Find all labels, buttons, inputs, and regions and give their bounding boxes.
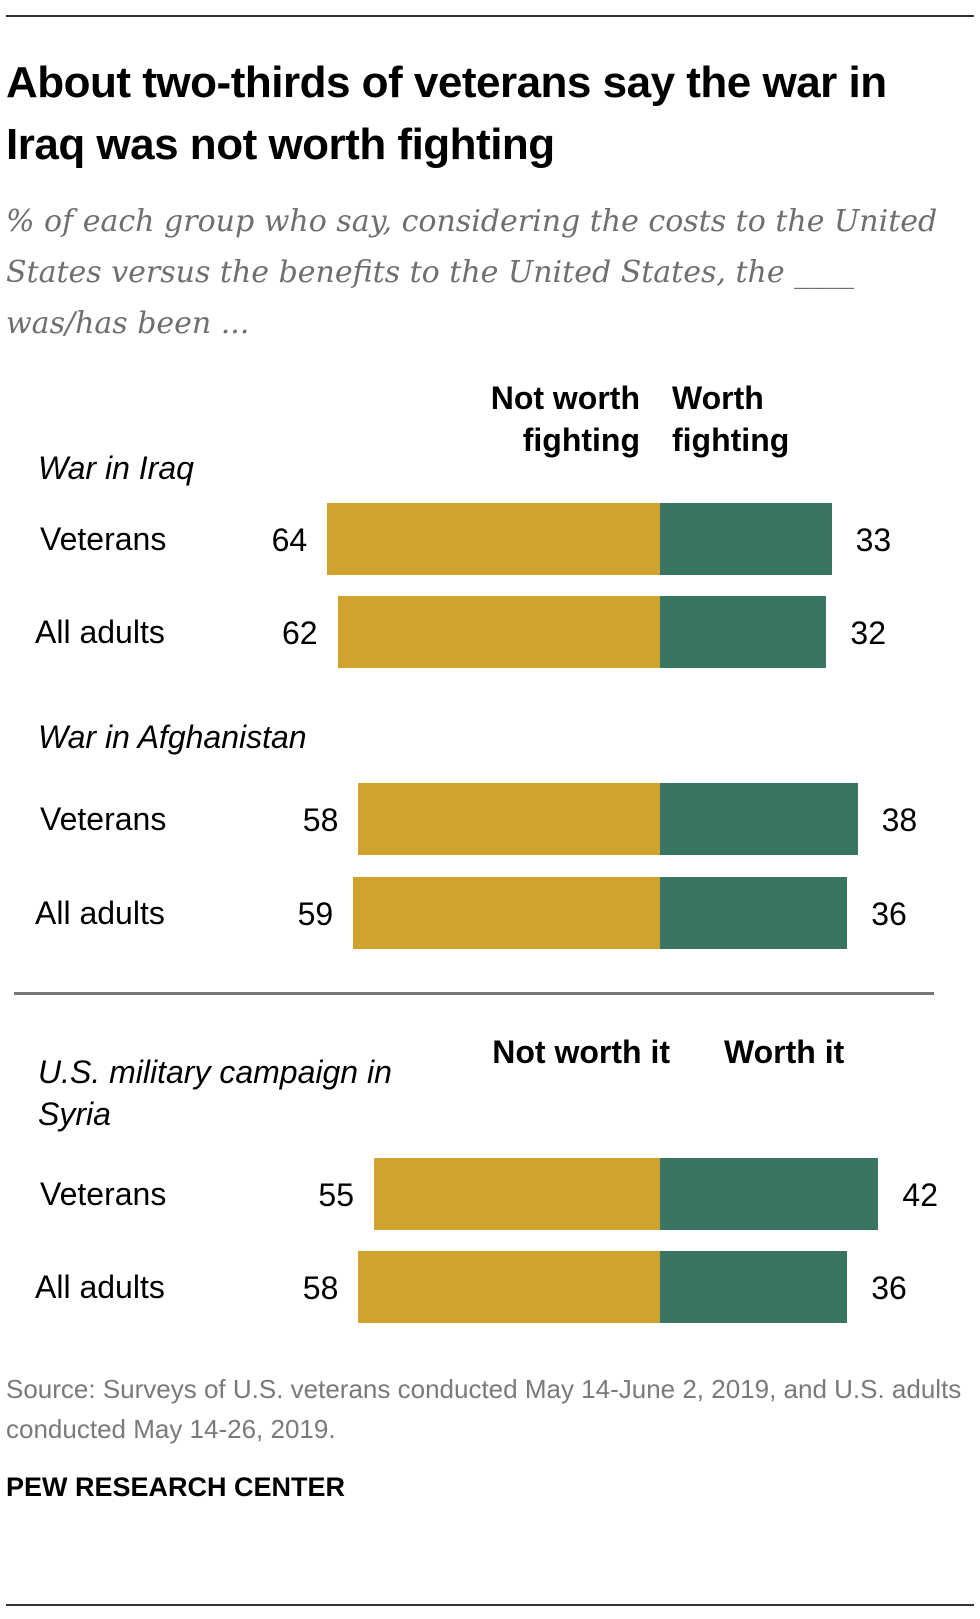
brand-logo-text: PEW RESEARCH CENTER xyxy=(6,1472,346,1502)
row-label-u-s-military-campaign-in-syria-veterans: Veterans xyxy=(40,1176,167,1212)
value-worth-war-in-afghanistan-veterans: 38 xyxy=(881,802,918,838)
bar-not-worth-u-s-military-campaign-in-syria-veterans xyxy=(374,1158,660,1230)
value-not-worth-war-in-afghanistan-veterans: 58 xyxy=(302,802,339,838)
bar-worth-war-in-afghanistan-all-adults xyxy=(660,877,848,949)
bar-not-worth-war-in-iraq-all-adults xyxy=(337,596,660,668)
row-label-war-in-iraq-veterans: Veterans xyxy=(40,521,167,557)
value-not-worth-u-s-military-campaign-in-syria-all-adults: 58 xyxy=(302,1270,339,1306)
value-not-worth-war-in-iraq-veterans: 64 xyxy=(271,522,308,558)
source-note: Source: Surveys of U.S. veterans conduct… xyxy=(6,1374,962,1444)
bar-not-worth-war-in-afghanistan-veterans xyxy=(358,783,660,855)
header-not-worth-it: Not worth it xyxy=(492,1034,670,1070)
bar-worth-war-in-iraq-all-adults xyxy=(660,596,827,668)
bar-worth-u-s-military-campaign-in-syria-veterans xyxy=(660,1158,879,1230)
row-label-war-in-afghanistan-all-adults: All adults xyxy=(35,895,165,931)
row-label-war-in-iraq-all-adults: All adults xyxy=(35,614,165,650)
bar-not-worth-u-s-military-campaign-in-syria-all-adults xyxy=(358,1251,660,1323)
group-label-afghanistan: War in Afghanistan xyxy=(38,719,307,755)
value-not-worth-war-in-iraq-all-adults: 62 xyxy=(282,615,318,651)
chart-title: About two-thirds of veterans say the war… xyxy=(6,58,887,169)
section-divider xyxy=(14,992,934,995)
value-worth-war-in-iraq-veterans: 33 xyxy=(855,522,892,558)
group-label-iraq: War in Iraq xyxy=(38,450,194,486)
header-not-worth-fighting: Not worth fighting xyxy=(490,380,640,458)
top-rule xyxy=(6,15,974,17)
value-not-worth-u-s-military-campaign-in-syria-veterans: 55 xyxy=(318,1177,354,1213)
bar-worth-war-in-afghanistan-veterans xyxy=(660,783,858,855)
header-worth-fighting: Worth fighting xyxy=(672,380,790,458)
chart-subtitle: % of each group who say, considering the… xyxy=(6,204,938,341)
bar-not-worth-war-in-iraq-veterans xyxy=(327,503,660,575)
header-worth-it: Worth it xyxy=(724,1034,845,1070)
value-not-worth-war-in-afghanistan-all-adults: 59 xyxy=(297,896,334,932)
value-worth-war-in-iraq-all-adults: 32 xyxy=(850,615,886,651)
value-worth-war-in-afghanistan-all-adults: 36 xyxy=(871,896,907,932)
value-worth-u-s-military-campaign-in-syria-all-adults: 36 xyxy=(871,1270,907,1306)
bottom-rule xyxy=(6,1604,974,1606)
row-label-u-s-military-campaign-in-syria-all-adults: All adults xyxy=(35,1269,165,1305)
bar-not-worth-war-in-afghanistan-all-adults xyxy=(353,877,660,949)
bar-worth-war-in-iraq-veterans xyxy=(660,503,832,575)
row-label-war-in-afghanistan-veterans: Veterans xyxy=(40,801,167,837)
group-label-syria: U.S. military campaign in Syria xyxy=(38,1054,392,1132)
bar-worth-u-s-military-campaign-in-syria-all-adults xyxy=(660,1251,848,1323)
value-worth-u-s-military-campaign-in-syria-veterans: 42 xyxy=(902,1177,938,1213)
